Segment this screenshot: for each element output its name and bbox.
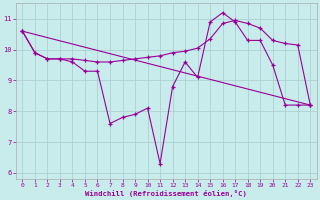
X-axis label: Windchill (Refroidissement éolien,°C): Windchill (Refroidissement éolien,°C): [85, 190, 247, 197]
